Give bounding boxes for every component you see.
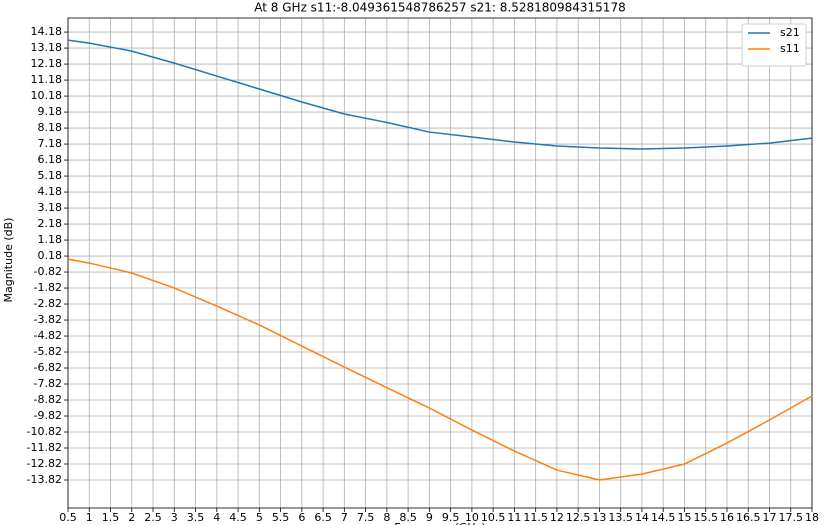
x-tick-label: 17	[762, 511, 776, 524]
y-tick-label: -4.82	[34, 329, 62, 342]
x-tick-label: 10	[465, 511, 479, 524]
legend-label: s11	[780, 42, 800, 55]
y-tick-label: 12.18	[31, 57, 63, 70]
x-tick-label: 3	[171, 511, 178, 524]
x-tick-label: 12.5	[566, 511, 591, 524]
y-tick-label: -2.82	[34, 297, 62, 310]
x-tick-label: 12	[550, 511, 564, 524]
y-tick-label: 9.18	[38, 105, 63, 118]
y-tick-label: 1.18	[38, 233, 63, 246]
x-tick-label: 8.5	[399, 511, 417, 524]
plot-frame	[67, 17, 813, 509]
x-tick-label: 5	[256, 511, 263, 524]
x-tick-label: 1.5	[102, 511, 120, 524]
x-tick-label: 16	[720, 511, 734, 524]
x-tick-label: 17.5	[778, 511, 803, 524]
x-tick-label: 14	[635, 511, 649, 524]
y-tick-label: 0.18	[38, 249, 63, 262]
y-tick-label: -3.82	[34, 313, 62, 326]
y-tick-label: -13.82	[27, 473, 62, 486]
x-tick-label: 4.5	[229, 511, 247, 524]
y-tick-label: 13.18	[31, 41, 63, 54]
chart-title: At 8 GHz s11:-8.049361548786257 s21: 8.5…	[254, 1, 625, 15]
x-tick-label: 16.5	[736, 511, 761, 524]
x-tick-label: 15	[677, 511, 691, 524]
x-tick-label: 3.5	[187, 511, 205, 524]
y-tick-label: 2.18	[38, 217, 63, 230]
x-tick-label: 11.5	[523, 511, 548, 524]
x-tick-label: 2.5	[144, 511, 162, 524]
y-tick-label: -1.82	[34, 281, 62, 294]
x-tick-label: 8	[383, 511, 390, 524]
x-tick-label: 9.5	[442, 511, 460, 524]
legend-label: s21	[780, 26, 800, 39]
x-tick-label: 1	[86, 511, 93, 524]
y-tick-label: 7.18	[38, 137, 63, 150]
x-tick-label: 14.5	[651, 511, 676, 524]
x-tick-label: 9	[426, 511, 433, 524]
x-axis-label: Frequency (GHz)	[394, 521, 485, 525]
x-tick-label: 6.5	[314, 511, 332, 524]
y-tick-label: 4.18	[38, 185, 63, 198]
y-tick-label: -8.82	[34, 393, 62, 406]
legend-box	[741, 23, 807, 67]
x-tick-label: 13.5	[608, 511, 633, 524]
x-tick-label: 2	[128, 511, 135, 524]
y-tick-label: -7.82	[34, 377, 62, 390]
x-tick-label: 18	[805, 511, 819, 524]
y-tick-label: -5.82	[34, 345, 62, 358]
y-tick-label: -12.82	[27, 457, 62, 470]
y-tick-label: 5.18	[38, 169, 63, 182]
x-tick-label: 4	[213, 511, 220, 524]
x-tick-label: 13	[592, 511, 606, 524]
y-tick-label: -0.82	[34, 265, 62, 278]
y-axis-label: Magnitude (dB)	[2, 218, 15, 303]
y-tick-label: -9.82	[34, 409, 62, 422]
y-tick-label: 11.18	[31, 73, 63, 86]
x-tick-label: 6	[298, 511, 305, 524]
y-tick-label: -10.82	[27, 425, 62, 438]
series-line	[67, 258, 813, 481]
x-tick-label: 11	[507, 511, 521, 524]
x-tick-label: 7	[341, 511, 348, 524]
x-tick-label: 15.5	[693, 511, 718, 524]
y-tick-label: 10.18	[31, 89, 63, 102]
y-tick-label: -11.82	[27, 441, 62, 454]
y-tick-label: -6.82	[34, 361, 62, 374]
x-tick-label: 10.5	[481, 511, 506, 524]
x-tick-label: 5.5	[272, 511, 290, 524]
x-tick-label: 0.5	[59, 511, 77, 524]
y-tick-label: 3.18	[38, 201, 63, 214]
series-line	[67, 39, 813, 150]
x-tick-label: 7.5	[357, 511, 375, 524]
y-tick-label: 6.18	[38, 153, 63, 166]
y-tick-label: 14.18	[31, 25, 63, 38]
y-tick-label: 8.18	[38, 121, 63, 134]
